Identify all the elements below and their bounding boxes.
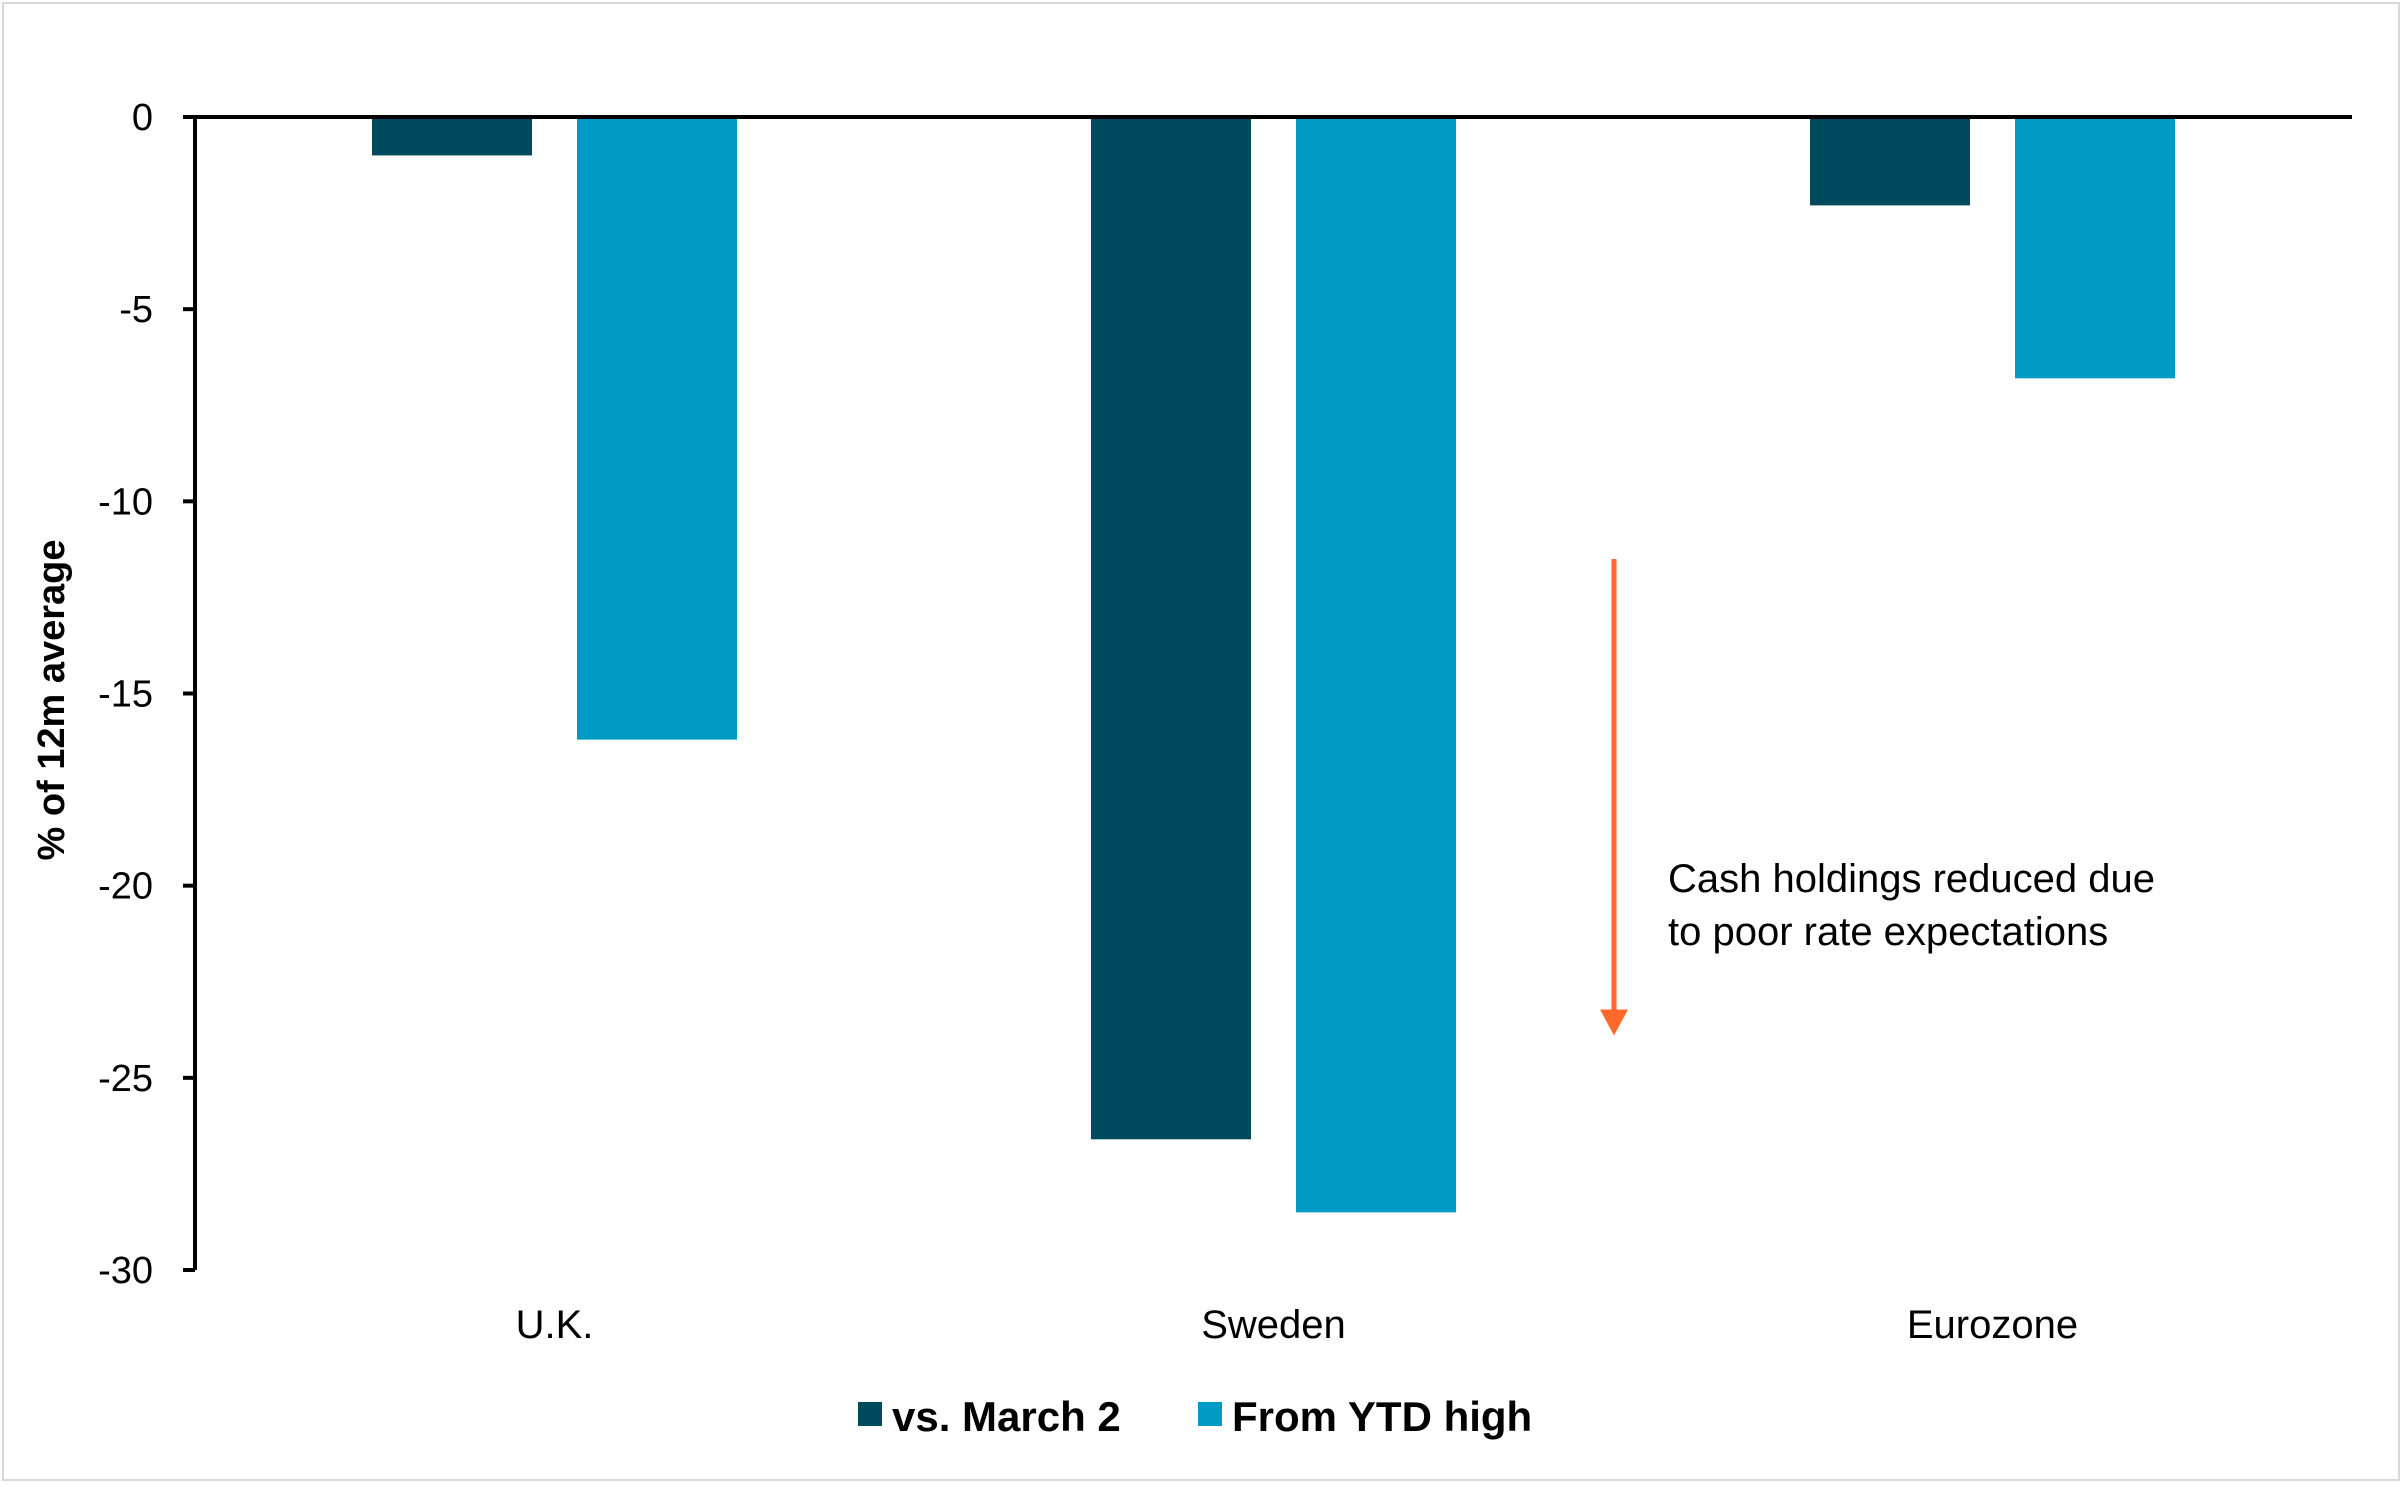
- y-ticks-group: 0 -5 -10 -15 -20 -25 -30: [98, 97, 195, 1292]
- legend-label-from-ytd-high: From YTD high: [1232, 1393, 1532, 1440]
- annotation-line-2: to poor rate expectations: [1668, 910, 2108, 954]
- x-tick-label-sweden: Sweden: [1201, 1303, 1346, 1347]
- x-tick-label-eurozone: Eurozone: [1907, 1303, 2078, 1347]
- y-tick-label: -25: [98, 1058, 153, 1100]
- y-tick-label: -20: [98, 866, 153, 908]
- bar-u-k-vs-march-2: [372, 117, 532, 156]
- bar-sweden-from-ytd-high: [1296, 117, 1456, 1213]
- y-tick-label: -30: [98, 1250, 153, 1292]
- x-tick-label-u-k: U.K.: [516, 1303, 594, 1347]
- legend-swatch-from-ytd-high: [1198, 1402, 1222, 1426]
- y-axis-label: % of 12m average: [31, 539, 73, 860]
- legend-label-vs-march-2: vs. March 2: [892, 1393, 1121, 1440]
- legend: vs. March 2 From YTD high: [858, 1393, 1532, 1440]
- bar-u-k-from-ytd-high: [577, 117, 737, 740]
- y-tick-label: 0: [132, 97, 153, 139]
- y-tick-label: -15: [98, 674, 153, 716]
- bar-eurozone-from-ytd-high: [2015, 117, 2175, 379]
- legend-swatch-vs-march-2: [858, 1402, 882, 1426]
- y-tick-label: -5: [119, 289, 153, 331]
- bar-eurozone-vs-march-2: [1810, 117, 1970, 206]
- annotation-line-1: Cash holdings reduced due: [1668, 857, 2155, 901]
- bar-sweden-vs-march-2: [1091, 117, 1251, 1140]
- bars-group: [372, 117, 2175, 1213]
- y-tick-label: -10: [98, 481, 153, 523]
- annotation-arrow-head: [1600, 1009, 1628, 1036]
- x-labels-group: U.K. Sweden Eurozone: [516, 1303, 2079, 1347]
- annotation-group: Cash holdings reduced due to poor rate e…: [1600, 558, 2155, 1036]
